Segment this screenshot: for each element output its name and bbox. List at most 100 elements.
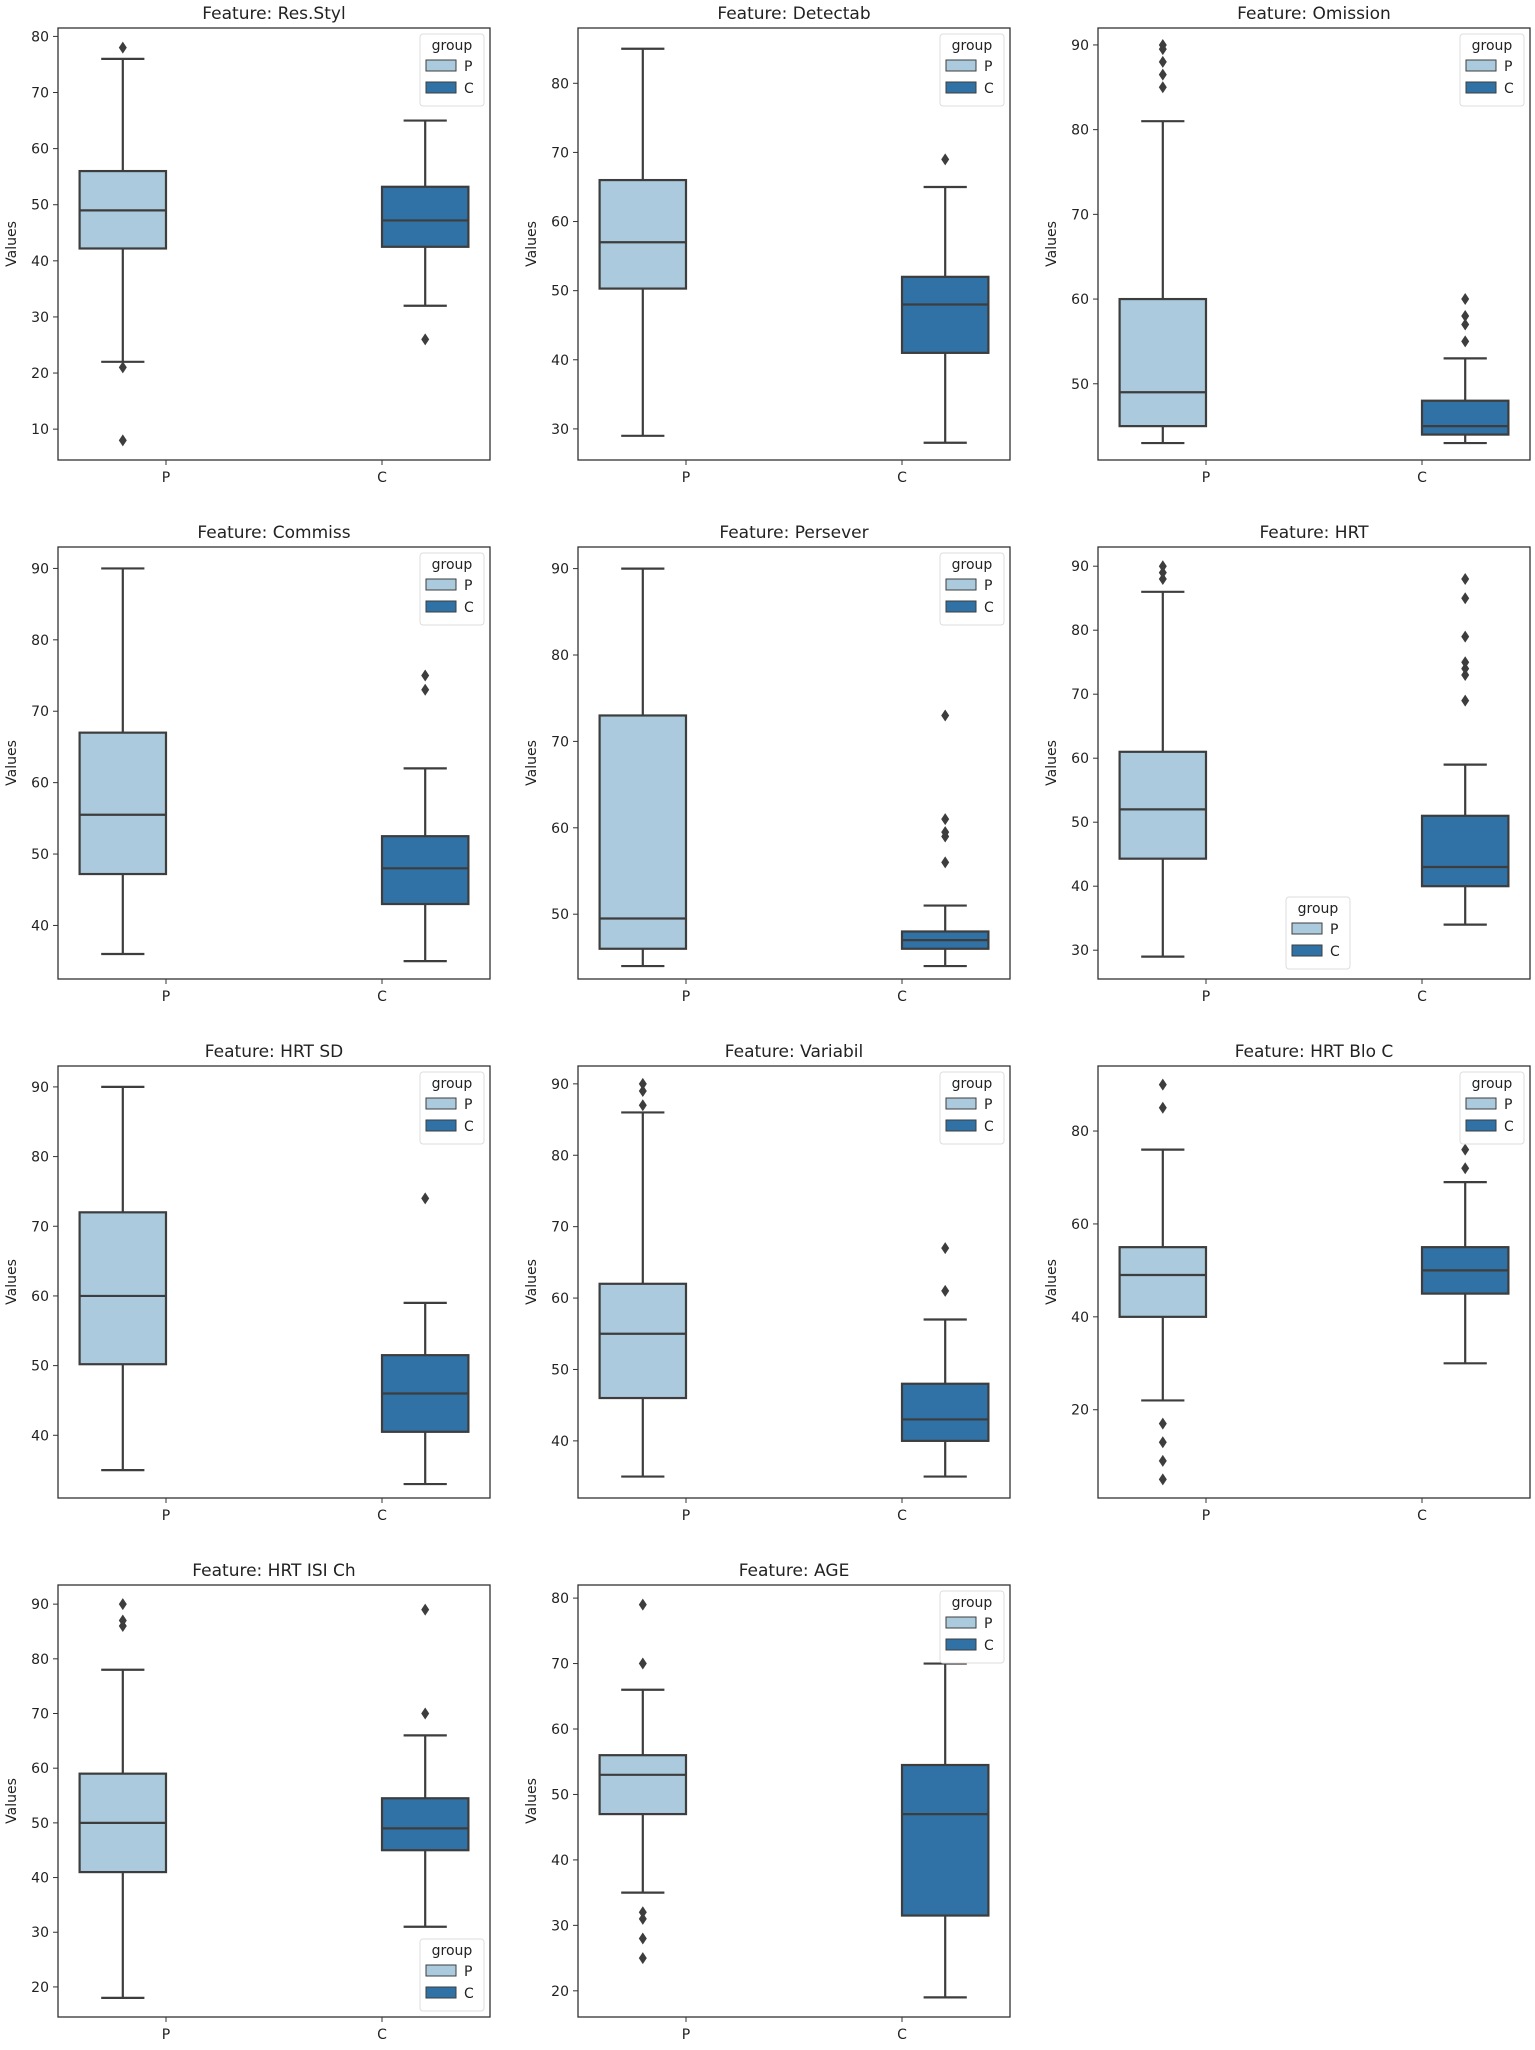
x-tick-label: C bbox=[897, 470, 907, 486]
box-P bbox=[78, 1211, 168, 1366]
y-tick-label: 80 bbox=[31, 1150, 49, 1166]
y-tick-label: 50 bbox=[551, 284, 569, 300]
y-tick-label: 80 bbox=[551, 648, 569, 664]
outlier-point bbox=[1158, 55, 1167, 68]
legend-title: group bbox=[952, 1595, 993, 1611]
y-tick-label: 50 bbox=[1071, 377, 1089, 393]
y-tick-label: 40 bbox=[31, 1871, 49, 1887]
x-tick-label: P bbox=[1202, 1508, 1210, 1524]
outlier-point bbox=[118, 1598, 127, 1611]
box-P bbox=[598, 1754, 688, 1816]
axes-frame bbox=[577, 546, 1011, 980]
outlier-point bbox=[1461, 630, 1470, 643]
legend-label: P bbox=[464, 1964, 472, 1980]
axes-frame bbox=[1097, 27, 1531, 461]
outlier-point bbox=[421, 669, 430, 682]
outlier-point bbox=[1461, 573, 1470, 585]
x-tick-label: C bbox=[377, 470, 387, 486]
box-C bbox=[1420, 814, 1510, 888]
outlier-point bbox=[118, 41, 127, 54]
legend-swatch-P bbox=[1465, 1097, 1497, 1110]
y-tick-label: 40 bbox=[31, 254, 49, 270]
box-P bbox=[598, 714, 688, 950]
legend-label: C bbox=[984, 600, 994, 616]
y-tick-label: 70 bbox=[1071, 687, 1089, 703]
x-tick-label: P bbox=[682, 989, 690, 1005]
legend-swatch-C bbox=[425, 600, 457, 613]
panel-title: Feature: Omission bbox=[1237, 4, 1391, 24]
legend-swatch-C bbox=[1465, 1119, 1497, 1132]
box-C bbox=[380, 1797, 470, 1852]
y-tick-label: 60 bbox=[1071, 751, 1089, 767]
legend-title: group bbox=[432, 1076, 473, 1092]
panel-title: Feature: Res.Styl bbox=[202, 4, 345, 24]
outlier-point bbox=[941, 813, 950, 826]
outlier-point bbox=[1461, 335, 1470, 348]
box-P bbox=[1118, 1246, 1208, 1318]
y-tick-label: 70 bbox=[31, 704, 49, 720]
y-tick-label: 60 bbox=[1071, 1217, 1089, 1233]
legend-label: C bbox=[1330, 944, 1340, 960]
outlier-point bbox=[1158, 573, 1167, 585]
y-tick-label: 50 bbox=[31, 198, 49, 214]
legend-label: C bbox=[464, 600, 474, 616]
outlier-point bbox=[421, 1707, 430, 1720]
y-axis-label: Values bbox=[524, 1778, 540, 1824]
x-tick-label: P bbox=[682, 1508, 690, 1524]
x-tick-label: P bbox=[162, 2027, 170, 2043]
y-tick-label: 50 bbox=[31, 847, 49, 863]
y-tick-label: 90 bbox=[31, 561, 49, 577]
legend-swatch-P bbox=[945, 59, 977, 72]
legend: group PC bbox=[939, 1590, 1005, 1664]
y-tick-label: 90 bbox=[551, 562, 569, 578]
outlier-point bbox=[118, 361, 127, 374]
outlier-point bbox=[1461, 310, 1470, 322]
y-tick-label: 90 bbox=[31, 1597, 49, 1613]
legend-title: group bbox=[1298, 901, 1339, 917]
y-tick-label: 80 bbox=[551, 1591, 569, 1607]
y-tick-label: 90 bbox=[551, 1077, 569, 1093]
y-tick-label: 50 bbox=[31, 1359, 49, 1375]
x-tick-label: C bbox=[1417, 989, 1427, 1005]
y-tick-label: 50 bbox=[551, 907, 569, 923]
axes-frame bbox=[1097, 1065, 1531, 1499]
outlier-point bbox=[1158, 560, 1167, 573]
y-tick-label: 70 bbox=[31, 1707, 49, 1723]
y-axis-label: Values bbox=[4, 1259, 20, 1305]
outlier-point bbox=[1158, 1078, 1167, 1091]
outlier-point bbox=[421, 1603, 430, 1616]
outlier-point bbox=[1158, 1454, 1167, 1467]
y-axis-label: Values bbox=[4, 221, 20, 267]
outlier-point bbox=[638, 1912, 647, 1925]
y-tick-label: 90 bbox=[1071, 559, 1089, 575]
outlier-point bbox=[1158, 1436, 1167, 1449]
y-tick-label: 80 bbox=[31, 29, 49, 45]
y-tick-label: 30 bbox=[551, 1918, 569, 1934]
x-tick-label: C bbox=[377, 2027, 387, 2043]
box-C bbox=[1420, 399, 1510, 436]
outlier-point bbox=[1461, 592, 1470, 605]
outlier-point bbox=[638, 1906, 647, 1919]
panel-title: Feature: AGE bbox=[739, 1561, 850, 1581]
outlier-point bbox=[1158, 1417, 1167, 1430]
y-tick-label: 60 bbox=[551, 821, 569, 837]
y-tick-label: 70 bbox=[31, 86, 49, 102]
y-tick-label: 80 bbox=[1071, 623, 1089, 639]
outlier-point bbox=[421, 333, 430, 346]
y-tick-label: 60 bbox=[551, 1722, 569, 1738]
y-tick-label: 20 bbox=[31, 366, 49, 382]
panel-title: Feature: HRT ISI Ch bbox=[192, 1561, 355, 1581]
y-tick-label: 60 bbox=[551, 215, 569, 231]
y-tick-label: 60 bbox=[31, 142, 49, 158]
x-tick-label: P bbox=[682, 2027, 690, 2043]
x-tick-label: P bbox=[162, 470, 170, 486]
legend-label: P bbox=[464, 578, 472, 594]
x-tick-label: C bbox=[897, 989, 907, 1005]
legend: group PC bbox=[419, 1938, 485, 2012]
legend-title: group bbox=[1472, 38, 1513, 54]
y-tick-label: 10 bbox=[31, 422, 49, 438]
outlier-point bbox=[941, 1284, 950, 1297]
x-tick-label: C bbox=[1417, 470, 1427, 486]
